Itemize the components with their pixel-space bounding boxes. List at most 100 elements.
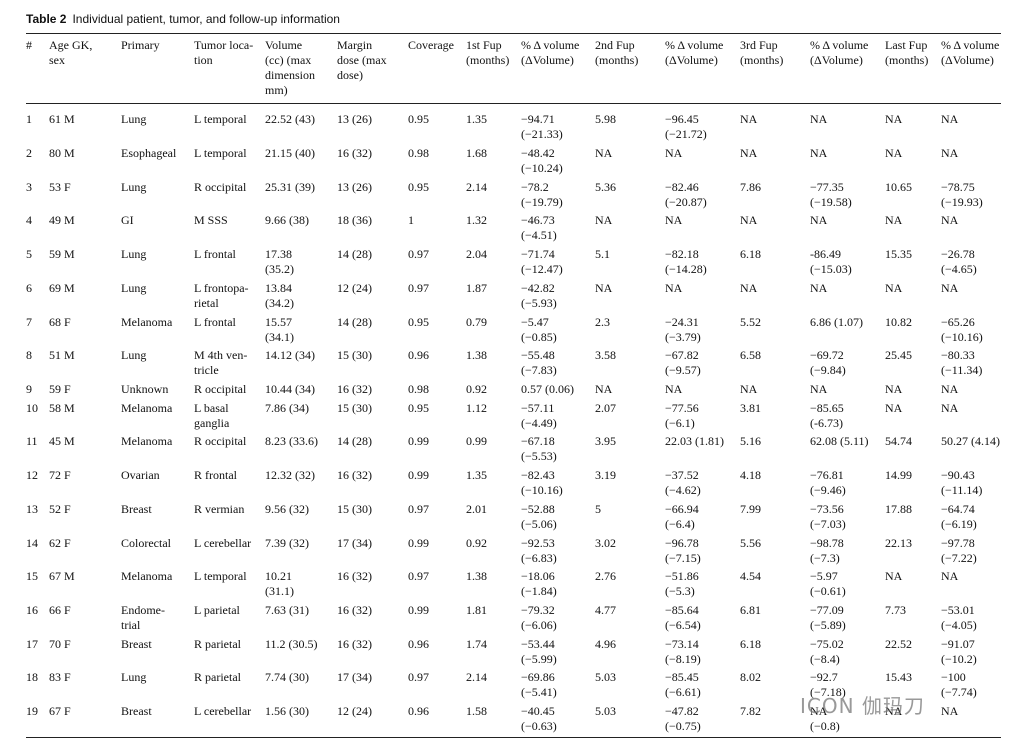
table-cell: −48.42 (−10.24) <box>521 146 563 176</box>
table-cell-line: −71.74 <box>521 247 555 261</box>
table-cell-line: (−5.89) <box>810 618 846 632</box>
header-rule <box>26 103 1001 104</box>
table-cell-line: (31.1) <box>265 584 294 598</box>
table-cell-line: (-6.73) <box>810 416 843 430</box>
table-cell-line: 1.35 <box>466 112 487 126</box>
table-cell-line: 3.95 <box>595 434 616 448</box>
column-header: % Δ volume (ΔVolume) <box>665 38 723 68</box>
table-cell-line: NA <box>665 281 683 295</box>
table-cell: 5 <box>595 502 601 517</box>
table-cell: 2.76 <box>595 569 616 584</box>
table-cell-line: 18 <box>26 670 38 684</box>
table-cell-line: 0.97 <box>408 502 429 516</box>
table-cell-line: 2.3 <box>595 315 610 329</box>
table-cell-line: L basal <box>194 401 229 415</box>
table-cell: NA <box>885 146 902 161</box>
table-cell: NA <box>810 281 827 296</box>
column-header-line: Volume <box>265 38 303 52</box>
column-header-line: % Δ volume <box>521 38 580 52</box>
table-cell: NA <box>595 281 612 296</box>
table-cell-line: R occipital <box>194 434 247 448</box>
table-cell-line: 6.86 (1.07) <box>810 315 863 329</box>
table-cell: 10.82 <box>885 315 912 330</box>
table-cell-line: −78.2 <box>521 180 549 194</box>
table-cell: R parietal <box>194 637 241 652</box>
column-header-line: dose) <box>337 68 363 82</box>
table-cell-line: −77.09 <box>810 603 844 617</box>
table-cell-line: (−4.05) <box>941 618 977 632</box>
table-cell: 7.86 <box>740 180 761 195</box>
table-cell: −85.64 (−6.54) <box>665 603 701 633</box>
table-cell-line: 5.36 <box>595 180 616 194</box>
table-cell-line: 0.92 <box>466 536 487 550</box>
table-cell: L parietal <box>194 603 240 618</box>
table-cell-line: (−7.83) <box>521 363 557 377</box>
table-cell-line: −82.46 <box>665 180 699 194</box>
table-cell: 12 (24) <box>337 704 372 719</box>
table-cell: L basal ganglia <box>194 401 229 431</box>
table-cell-line: (−4.51) <box>521 228 557 242</box>
table-cell: 14 (28) <box>337 247 372 262</box>
table-cell-line: 0.97 <box>408 670 429 684</box>
table-cell: 25.45 <box>885 348 912 363</box>
table-cell: 21.15 (40) <box>265 146 315 161</box>
table-cell: 72 F <box>49 468 71 483</box>
watermark-logo: ICON 伽玛刀 <box>800 690 925 719</box>
table-cell: −67.82 (−9.57) <box>665 348 701 378</box>
table-cell-line: 18 (36) <box>337 213 372 227</box>
table-label: Table 2 <box>26 12 67 26</box>
table-cell: −71.74 (−12.47) <box>521 247 563 277</box>
table-cell: 10.21 (31.1) <box>265 569 294 599</box>
table-cell: −98.78 (−7.3) <box>810 536 844 566</box>
column-header: % Δ volume (ΔVolume) <box>941 38 999 68</box>
table-cell-line: −96.78 <box>665 536 699 550</box>
table-cell-line: 1 <box>26 112 32 126</box>
table-cell: 22.52 (43) <box>265 112 315 127</box>
table-cell: 7.39 (32) <box>265 536 309 551</box>
top-rule <box>26 33 1001 34</box>
table-cell: −96.78 (−7.15) <box>665 536 701 566</box>
table-cell: −78.75 (−19.93) <box>941 180 983 210</box>
table-cell: Lung <box>121 670 146 685</box>
table-cell: NA <box>885 112 902 127</box>
table-cell: R parietal <box>194 670 241 685</box>
table-cell: −52.88 (−5.06) <box>521 502 557 532</box>
table-cell-line: L temporal <box>194 569 247 583</box>
table-cell-line: 16 (32) <box>337 146 372 160</box>
table-cell: NA <box>941 281 958 296</box>
table-cell: 0.95 <box>408 180 429 195</box>
table-cell-line: 7.73 <box>885 603 906 617</box>
table-cell-line: −79.32 <box>521 603 555 617</box>
table-cell-line: 14 (28) <box>337 315 372 329</box>
table-cell-line: 0.95 <box>408 401 429 415</box>
column-header-line: (months) <box>595 53 639 67</box>
table-cell: 6.58 <box>740 348 761 363</box>
table-cell: 1.56 (30) <box>265 704 309 719</box>
table-cell: 25.31 (39) <box>265 180 315 195</box>
table-cell-line: 17 <box>26 637 38 651</box>
table-cell: R occipital <box>194 180 246 195</box>
table-cell-line: 1.58 <box>466 704 487 718</box>
table-cell-line: −75.02 <box>810 637 844 651</box>
table-cell-line: 0.95 <box>408 112 429 126</box>
table-cell: NA <box>885 704 902 719</box>
table-cell-line: 5.98 <box>595 112 616 126</box>
column-header-line: # <box>26 38 32 52</box>
table-cell-line: −18.06 <box>521 569 555 583</box>
column-header: 2nd Fup (months) <box>595 38 638 68</box>
table-cell-line: 0.96 <box>408 348 429 362</box>
table-cell-line: 6 <box>26 281 32 295</box>
table-cell-line: 68 F <box>49 315 71 329</box>
table-cell: NA <box>810 112 827 127</box>
table-cell-line: NA <box>595 146 613 160</box>
table-cell: 0.96 <box>408 637 429 652</box>
table-cell: 62.08 (5.11) <box>810 434 869 449</box>
table-cell-line: 9.56 (32) <box>265 502 309 516</box>
table-cell: 6.18 <box>740 637 761 652</box>
table-cell: −40.45 (−0.63) <box>521 704 557 734</box>
table-cell: 14 <box>26 536 38 551</box>
table-cell-line: 15.43 <box>885 670 912 684</box>
table-cell: 58 M <box>49 401 75 416</box>
table-cell: 5.36 <box>595 180 616 195</box>
table-cell: 0.95 <box>408 401 429 416</box>
